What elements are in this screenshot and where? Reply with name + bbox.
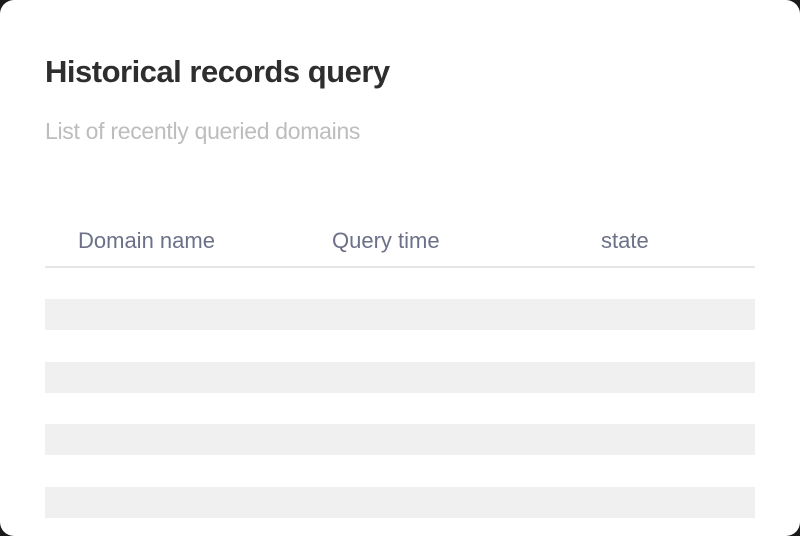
column-header-state: state bbox=[601, 228, 649, 253]
table-row bbox=[45, 362, 755, 393]
table-row bbox=[45, 424, 755, 455]
table-row bbox=[45, 487, 755, 518]
page-title: Historical records query bbox=[45, 54, 390, 89]
column-header-domain-name: Domain name bbox=[78, 228, 215, 253]
column-header-query-time: Query time bbox=[332, 228, 440, 253]
header-divider bbox=[45, 266, 755, 268]
page-subtitle: List of recently queried domains bbox=[45, 118, 361, 144]
table-row bbox=[45, 299, 755, 330]
